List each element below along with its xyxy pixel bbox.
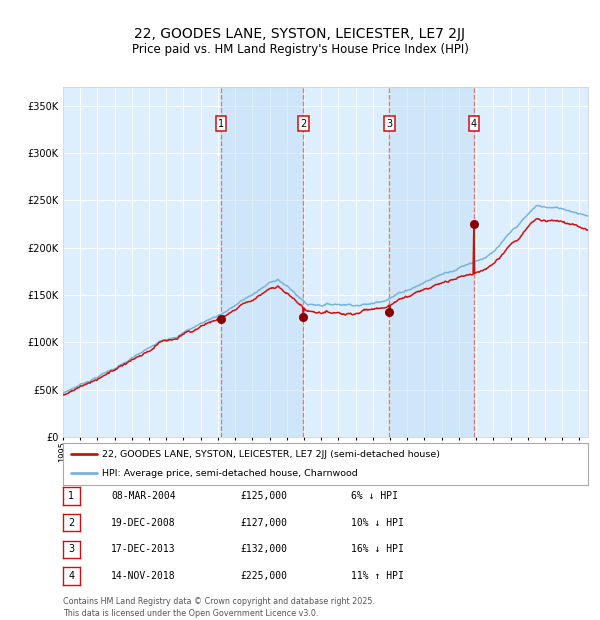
Text: £125,000: £125,000 [240, 491, 287, 501]
Text: HPI: Average price, semi-detached house, Charnwood: HPI: Average price, semi-detached house,… [103, 469, 358, 478]
Bar [389, 87, 474, 437]
Text: 19-DEC-2008: 19-DEC-2008 [111, 518, 176, 528]
Text: 4: 4 [68, 571, 74, 581]
Text: 14-NOV-2018: 14-NOV-2018 [111, 571, 176, 581]
Text: Price paid vs. HM Land Registry's House Price Index (HPI): Price paid vs. HM Land Registry's House … [131, 43, 469, 56]
Text: Contains HM Land Registry data © Crown copyright and database right 2025.
This d: Contains HM Land Registry data © Crown c… [63, 596, 375, 618]
Text: 11% ↑ HPI: 11% ↑ HPI [351, 571, 404, 581]
Text: 10% ↓ HPI: 10% ↓ HPI [351, 518, 404, 528]
Bar [221, 87, 304, 437]
Text: 17-DEC-2013: 17-DEC-2013 [111, 544, 176, 554]
Text: 3: 3 [386, 118, 392, 128]
Text: 22, GOODES LANE, SYSTON, LEICESTER, LE7 2JJ (semi-detached house): 22, GOODES LANE, SYSTON, LEICESTER, LE7 … [103, 450, 440, 459]
Text: 22, GOODES LANE, SYSTON, LEICESTER, LE7 2JJ: 22, GOODES LANE, SYSTON, LEICESTER, LE7 … [134, 27, 466, 41]
Text: 2: 2 [301, 118, 307, 128]
Text: £132,000: £132,000 [240, 544, 287, 554]
Text: 08-MAR-2004: 08-MAR-2004 [111, 491, 176, 501]
Text: 16% ↓ HPI: 16% ↓ HPI [351, 544, 404, 554]
Text: 6% ↓ HPI: 6% ↓ HPI [351, 491, 398, 501]
Text: 1: 1 [68, 491, 74, 501]
Text: £127,000: £127,000 [240, 518, 287, 528]
Text: 1: 1 [218, 118, 224, 128]
Text: 2: 2 [68, 518, 74, 528]
Text: 4: 4 [471, 118, 477, 128]
Text: 3: 3 [68, 544, 74, 554]
Text: £225,000: £225,000 [240, 571, 287, 581]
